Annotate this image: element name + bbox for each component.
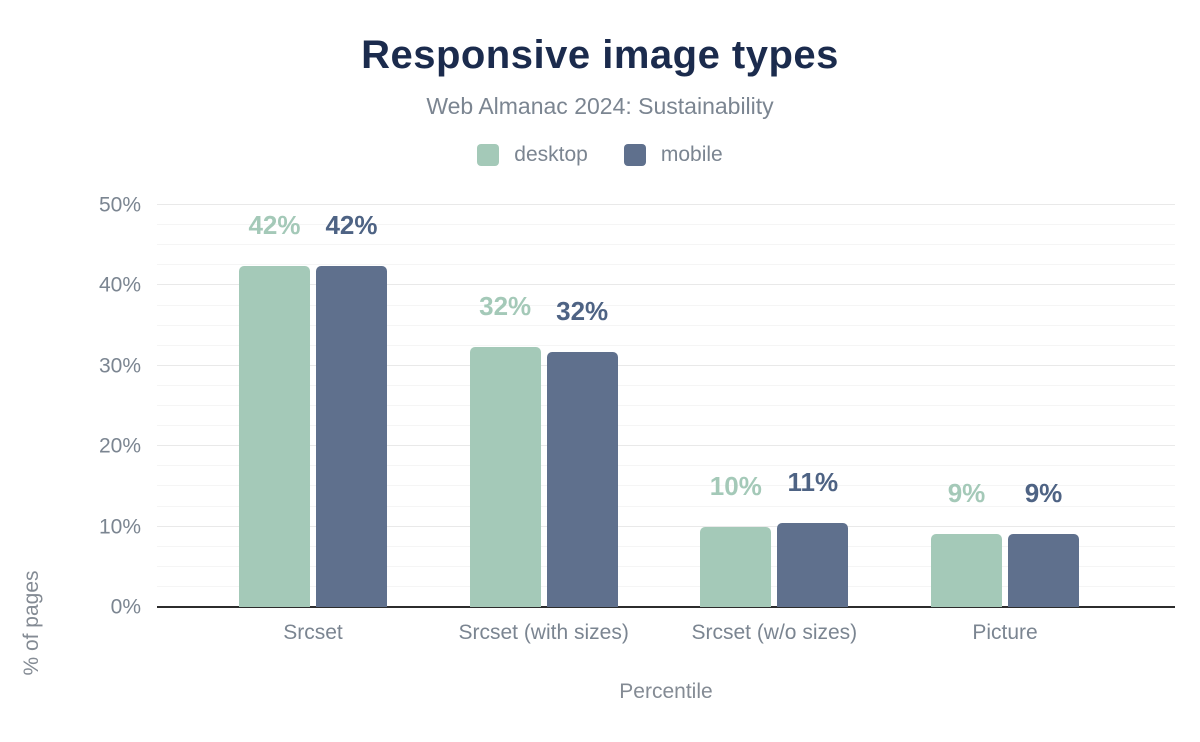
bar-value-label-mobile: 32%: [556, 296, 609, 327]
legend-swatch-mobile: [623, 144, 646, 166]
gridline-minor: [157, 224, 1175, 226]
bar-desktop-2[interactable]: [469, 347, 541, 607]
x-tick-label: Picture: [972, 621, 1038, 644]
gridline-minor: [157, 304, 1175, 306]
gridline-major: [157, 204, 1175, 205]
gridline-minor: [157, 384, 1175, 386]
gridline-major: [157, 364, 1175, 366]
bar-value-label-mobile: 42%: [325, 210, 378, 241]
gridline-minor: [157, 505, 1175, 507]
legend: desktop mobile: [0, 143, 1200, 167]
gridline-minor: [157, 405, 1175, 406]
bar-desktop-4[interactable]: [931, 533, 1002, 607]
gridline-minor: [157, 485, 1175, 487]
gridline-minor: [157, 565, 1175, 567]
gridline-major: [157, 284, 1175, 286]
legend-item-desktop[interactable]: desktop: [477, 143, 588, 167]
bar-value-label-desktop: 42%: [248, 210, 301, 241]
bar-value-label-mobile: 9%: [1024, 477, 1063, 508]
plot-area: % of pages Percentile 0% 10% 20% 30% 40% 50% 4…: [20, 195, 1175, 703]
x-tick-label: Srcset (with sizes): [458, 621, 629, 644]
legend-label: mobile: [660, 143, 723, 166]
bar-desktop-1[interactable]: [239, 266, 310, 607]
gridline-minor: [157, 465, 1175, 467]
chart-subtitle: Web Almanac 2024: Sustainability: [426, 93, 774, 119]
gridline-minor: [157, 545, 1175, 547]
legend-label: desktop: [514, 143, 588, 166]
bar-value-label-desktop: 9%: [947, 477, 986, 508]
y-tick-label: 30%: [98, 354, 141, 378]
x-axis-title: Percentile: [619, 680, 713, 703]
x-tick-label: Srcset (w/o sizes): [691, 621, 858, 644]
bar-mobile-1[interactable]: [316, 266, 387, 607]
legend-item-mobile[interactable]: mobile: [623, 143, 723, 167]
chart-title: Responsive image types: [361, 33, 839, 77]
bar-value-label-desktop: 10%: [709, 471, 762, 502]
bar-value-label-mobile: 11%: [787, 466, 839, 497]
gridline-minor: [157, 264, 1175, 266]
gridline-minor: [157, 585, 1175, 587]
x-axis-line: [157, 606, 1175, 608]
gridline-minor: [157, 324, 1175, 326]
y-tick-label: 50%: [98, 193, 141, 217]
gridline-minor: [157, 244, 1175, 246]
gridline-major: [157, 445, 1175, 447]
bar-mobile-2[interactable]: [546, 352, 618, 607]
y-axis-title: % of pages: [20, 570, 43, 676]
x-tick-label: Srcset: [283, 621, 343, 644]
y-tick-label: 0%: [110, 595, 141, 619]
y-tick-label: 40%: [98, 273, 141, 297]
bar-mobile-4[interactable]: [1008, 533, 1079, 607]
gridline-minor: [157, 344, 1175, 346]
bar-mobile-3[interactable]: [777, 522, 849, 607]
bar-desktop-3[interactable]: [700, 527, 772, 607]
legend-swatch-desktop: [477, 144, 500, 166]
y-tick-label: 10%: [98, 515, 141, 539]
gridline-major: [157, 525, 1175, 527]
y-tick-label: 20%: [98, 434, 141, 458]
gridline-minor: [157, 425, 1175, 427]
bar-value-label-desktop: 32%: [479, 291, 532, 322]
